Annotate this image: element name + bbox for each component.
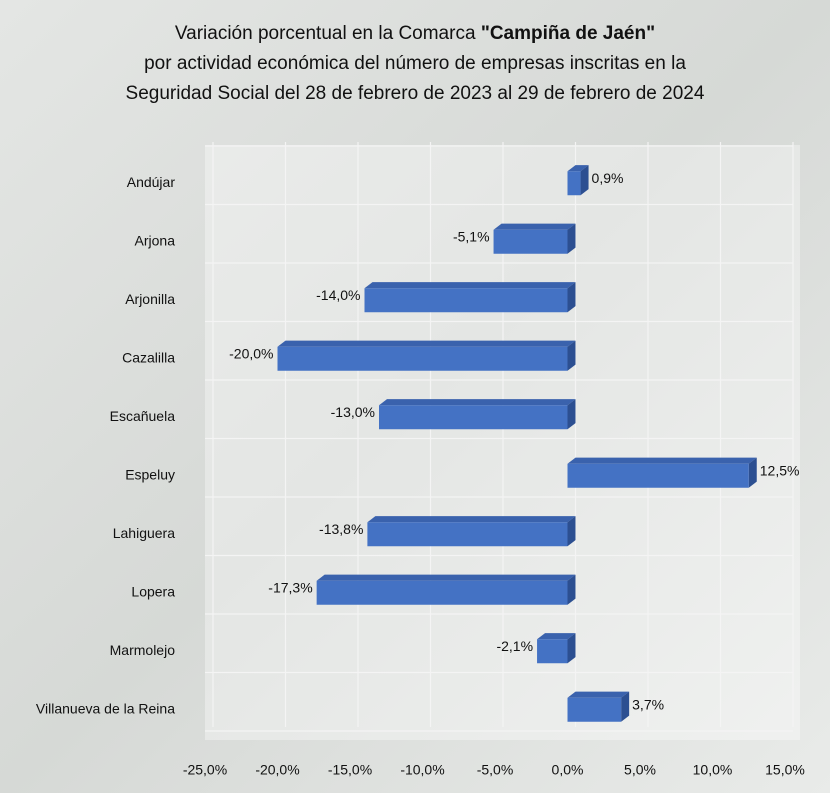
- x-tick-label: -5,0%: [477, 762, 514, 778]
- bar-top: [364, 282, 576, 289]
- y-tick-label: Andújar: [127, 174, 176, 190]
- y-tick-label: Villanueva de la Reina: [36, 700, 175, 716]
- x-tick-label: 10,0%: [693, 762, 733, 778]
- value-label: 3,7%: [632, 696, 664, 712]
- x-tick-label: -10,0%: [400, 762, 444, 778]
- chart-subtitle: por actividad económica del número de em…: [144, 53, 686, 74]
- chart-title: Variación porcentual en la Comarca "Camp…: [175, 23, 655, 44]
- bar-top: [493, 223, 576, 230]
- bar: [364, 288, 568, 313]
- bar-side: [621, 691, 630, 722]
- bar: [567, 171, 581, 196]
- y-tick-label: Cazalilla: [122, 349, 175, 365]
- bar: [537, 639, 568, 664]
- y-tick-label: Arjonilla: [125, 291, 175, 307]
- value-label: -13,8%: [319, 521, 363, 537]
- bar-side: [567, 340, 576, 371]
- y-tick-label: Escañuela: [110, 408, 176, 424]
- x-tick-label: -25,0%: [183, 762, 227, 778]
- value-label: -2,1%: [496, 638, 533, 654]
- bar-side: [567, 574, 576, 605]
- bar-top: [567, 691, 630, 698]
- value-label: 12,5%: [760, 462, 800, 478]
- y-tick-label: Lahiguera: [113, 525, 175, 541]
- value-label: 0,9%: [592, 170, 624, 186]
- bar: [567, 697, 622, 722]
- x-tick-label: 5,0%: [624, 762, 656, 778]
- title-prefix: Variación porcentual en la Comarca: [175, 23, 476, 44]
- bar-top: [567, 457, 757, 464]
- x-tick-label: -15,0%: [328, 762, 372, 778]
- bar-top: [567, 165, 589, 172]
- bar-top: [316, 574, 576, 581]
- value-label: -20,0%: [229, 345, 273, 361]
- bar: [493, 229, 568, 254]
- y-tick-label: Marmolejo: [110, 642, 176, 658]
- bar-side: [580, 165, 589, 196]
- value-label: -17,3%: [268, 579, 312, 595]
- bar-side: [567, 633, 576, 664]
- bar: [567, 463, 749, 488]
- y-tick-label: Espeluy: [125, 466, 175, 482]
- bar-top: [277, 340, 576, 347]
- bar: [316, 580, 568, 605]
- value-label: -13,0%: [331, 404, 375, 420]
- bar: [277, 346, 568, 371]
- bar-top: [367, 516, 576, 523]
- bar: [379, 405, 568, 430]
- value-label: -5,1%: [453, 228, 490, 244]
- title-bold: "Campiña de Jaén": [481, 23, 655, 44]
- bar-side: [567, 282, 576, 313]
- bar-top: [537, 633, 576, 640]
- chart-subtitle: Seguridad Social del 28 de febrero de 20…: [126, 83, 705, 104]
- bar-side: [567, 223, 576, 254]
- bar: [367, 522, 568, 547]
- bar-side: [748, 457, 757, 488]
- value-label: -14,0%: [316, 287, 360, 303]
- y-tick-label: Lopera: [131, 583, 175, 599]
- y-tick-label: Arjona: [135, 232, 176, 248]
- bar-side: [567, 399, 576, 430]
- x-tick-label: 0,0%: [552, 762, 584, 778]
- bar-side: [567, 516, 576, 547]
- x-tick-label: 15,0%: [765, 762, 805, 778]
- x-tick-label: -20,0%: [255, 762, 299, 778]
- bar-top: [379, 399, 576, 406]
